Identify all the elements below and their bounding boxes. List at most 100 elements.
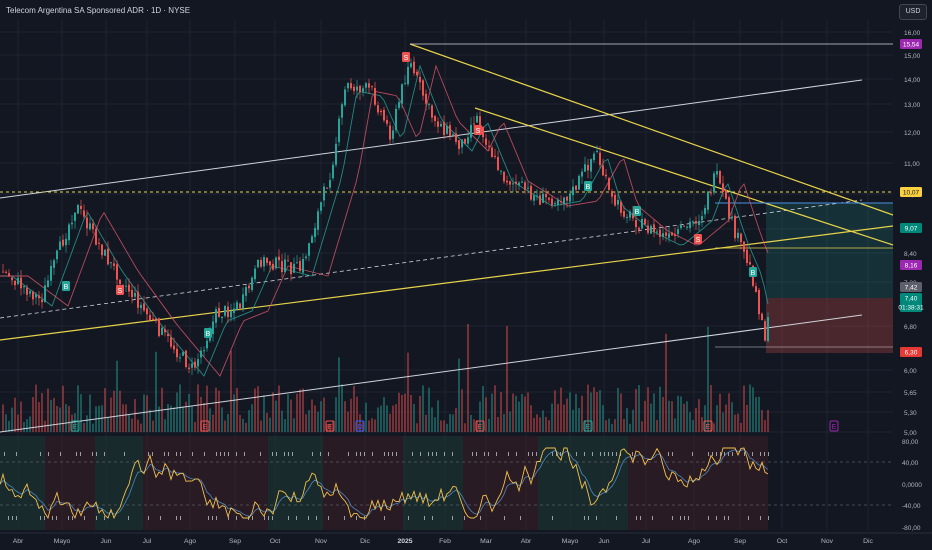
- price-badge[interactable]: [900, 347, 922, 357]
- event-marker[interactable]: [325, 420, 335, 432]
- volume-bar: [194, 421, 196, 432]
- position-zones[interactable]: [766, 203, 893, 353]
- channel-mid-line[interactable]: [0, 199, 863, 319]
- signal-marker-buy[interactable]: [204, 328, 212, 338]
- volume-bar: [389, 413, 391, 432]
- osc-tick: [216, 516, 217, 520]
- osc-tick: [40, 516, 41, 520]
- volume-bar: [698, 399, 700, 432]
- volume-bar: [77, 385, 79, 432]
- osc-tick: [472, 452, 473, 456]
- price-tick-label: 6,80: [904, 324, 917, 331]
- signal-marker-buy[interactable]: [749, 267, 757, 277]
- volume-bar: [32, 397, 34, 432]
- osc-tick: [680, 516, 681, 520]
- candle-body: [299, 261, 301, 271]
- osc-tick: [432, 516, 433, 520]
- volume-bar: [569, 392, 571, 432]
- candle-body: [353, 86, 355, 91]
- candle-body: [608, 178, 610, 191]
- resistance-trendline[interactable]: [409, 43, 894, 216]
- volume-bar: [176, 392, 178, 432]
- event-marker-label: E: [586, 424, 591, 431]
- price-badge[interactable]: [900, 260, 922, 270]
- volume-bar: [164, 419, 166, 432]
- drawing-lines[interactable]: [0, 43, 894, 433]
- signal-marker-sell[interactable]: [402, 52, 410, 62]
- time-tick-label: Dic: [863, 538, 873, 545]
- osc-tick: [552, 516, 553, 520]
- signal-marker-buy[interactable]: [633, 206, 641, 216]
- time-axis[interactable]: Abr Mayo Jun Jul Ago Sep Oct Nov Dic 2025 Feb Mar Ab…: [0, 532, 932, 545]
- osc-tick: [236, 516, 237, 520]
- event-marker-label: E: [706, 424, 711, 431]
- candle-body: [506, 180, 508, 183]
- candle-body: [647, 225, 649, 233]
- osc-tick: [612, 452, 613, 456]
- price-tick-label: 5,65: [904, 390, 917, 397]
- channel-upper-line[interactable]: [0, 79, 863, 199]
- volume-bar: [113, 390, 115, 432]
- price-badge[interactable]: [900, 293, 922, 303]
- osc-tick: [164, 452, 165, 456]
- price-badge[interactable]: [900, 223, 922, 233]
- candle-body: [221, 316, 223, 319]
- signal-markers[interactable]: B S B S B S B B S E E E D E E E E: [62, 52, 839, 432]
- resistance-trendline-2[interactable]: [474, 107, 894, 246]
- candle-body: [62, 239, 64, 246]
- price-axis[interactable]: 16,0015,0014,0013,0012,0011,0010,009,008…: [898, 30, 924, 532]
- event-marker[interactable]: [355, 420, 365, 432]
- price-badge[interactable]: [900, 302, 922, 312]
- volume-bar: [587, 384, 589, 432]
- candle-body: [482, 127, 484, 138]
- event-marker-label: E: [832, 424, 837, 431]
- profit-zone[interactable]: [766, 203, 893, 298]
- signal-marker-sell[interactable]: [694, 234, 702, 244]
- price-badge[interactable]: [900, 39, 922, 49]
- candle-body: [755, 286, 757, 292]
- volume-bar: [527, 392, 529, 432]
- event-marker[interactable]: [829, 420, 839, 432]
- candle-body: [764, 321, 766, 341]
- price-badge[interactable]: [900, 282, 922, 292]
- candle-body: [701, 216, 703, 221]
- candlesticks[interactable]: [2, 56, 769, 376]
- candle-body: [302, 258, 304, 273]
- candle-body: [2, 271, 4, 273]
- time-tick-label: Dic: [360, 538, 370, 545]
- signal-marker-sell[interactable]: [116, 285, 124, 295]
- price-tick-label: 5,00: [904, 430, 917, 437]
- candle-body: [662, 233, 664, 237]
- signal-marker-buy[interactable]: [584, 181, 592, 191]
- volume-bar: [215, 387, 217, 432]
- candle-body: [242, 294, 244, 309]
- event-marker[interactable]: [70, 420, 80, 432]
- candle-body: [23, 286, 25, 288]
- candle-body: [227, 306, 229, 317]
- event-marker[interactable]: [583, 420, 593, 432]
- osc-tick-label: 80,00: [902, 439, 919, 446]
- event-marker[interactable]: [703, 420, 713, 432]
- price-badge[interactable]: [900, 187, 922, 197]
- volume-bar: [107, 417, 109, 432]
- event-marker-label: E: [203, 424, 208, 431]
- event-marker[interactable]: [475, 420, 485, 432]
- osc-tick: [588, 516, 589, 520]
- channel-lower-line[interactable]: [0, 314, 863, 433]
- time-tick-label: Feb: [439, 538, 451, 545]
- moving-average-fast: [0, 64, 769, 377]
- volume-bar: [617, 387, 619, 432]
- candle-body: [47, 280, 49, 288]
- currency-button[interactable]: USD: [899, 4, 927, 20]
- volume-bar: [380, 405, 382, 432]
- volume-bar: [692, 420, 694, 432]
- volume-bar: [38, 402, 40, 432]
- signal-marker-buy[interactable]: [62, 281, 70, 291]
- candle-body: [479, 116, 481, 128]
- event-marker[interactable]: [200, 420, 210, 432]
- signal-marker-sell[interactable]: [474, 125, 482, 135]
- candle-body: [371, 86, 373, 88]
- candle-body: [704, 208, 706, 215]
- volume-bar: [386, 405, 388, 432]
